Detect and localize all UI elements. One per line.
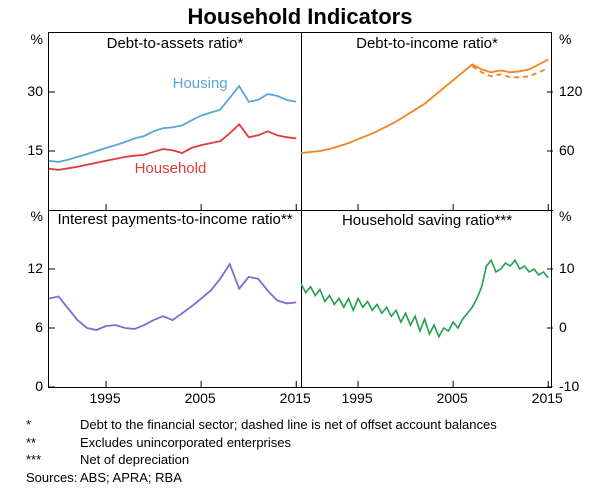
series-interest	[49, 264, 296, 330]
sources-label: Sources:	[20, 469, 80, 487]
y-axis-label: 120	[559, 83, 599, 99]
series-label-household: Household	[135, 160, 207, 177]
y-axis-label: 30	[3, 83, 43, 99]
footnote-mark: **	[20, 434, 80, 452]
footnote-text: Net of depreciation	[80, 451, 189, 469]
y-axis-label: %	[3, 208, 43, 224]
footnote-row: *Debt to the financial sector; dashed li…	[20, 416, 580, 434]
footnote-row: ***Net of depreciation	[20, 451, 580, 469]
y-axis-label: 60	[559, 142, 599, 158]
footnote-text: Excludes unincorporated enterprises	[80, 434, 291, 452]
x-tick-label: 2015	[532, 390, 563, 406]
y-axis-label: 15	[3, 142, 43, 158]
y-axis-label: 0	[559, 319, 599, 335]
y-axis-label: %	[559, 31, 599, 47]
series-label-housing: Housing	[173, 75, 228, 92]
panel-debt-to-assets: Debt-to-assets ratio*	[49, 33, 302, 211]
household-indicators-chart: Household Indicators Debt-to-assets rati…	[0, 0, 600, 486]
y-axis-label: 0	[3, 378, 43, 394]
x-tick-label: 1995	[341, 390, 372, 406]
sources-row: Sources: ABS; APRA; RBA	[20, 469, 580, 487]
footnote-text: Debt to the financial sector; dashed lin…	[80, 416, 497, 434]
x-axis-labels: 199520052015199520052015	[48, 390, 552, 408]
y-axis-label: 12	[3, 260, 43, 276]
panels-grid: Debt-to-assets ratio* Debt-to-income rat…	[48, 32, 552, 388]
x-tick-label: 1995	[89, 390, 120, 406]
panel-saving-ratio: Household saving ratio***	[301, 210, 553, 387]
footnote-row: **Excludes unincorporated enterprises	[20, 434, 580, 452]
y-axis-label: -10	[559, 378, 599, 394]
y-axis-label: %	[559, 208, 599, 224]
y-axis-label: %	[3, 31, 43, 47]
panel-interest-payments: Interest payments-to-income ratio**	[49, 210, 302, 387]
y-axis-label: 6	[3, 319, 43, 335]
chart-footnotes: *Debt to the financial sector; dashed li…	[20, 416, 580, 486]
x-tick-label: 2005	[185, 390, 216, 406]
sources-text: ABS; APRA; RBA	[80, 469, 182, 487]
footnote-mark: *	[20, 416, 80, 434]
x-tick-label: 2005	[437, 390, 468, 406]
footnote-mark: ***	[20, 451, 80, 469]
series-debt_income	[301, 60, 548, 153]
series-saving	[301, 260, 548, 337]
x-tick-label: 2015	[280, 390, 311, 406]
panel-debt-to-income: Debt-to-income ratio*	[301, 33, 553, 211]
y-axis-label: 10	[559, 260, 599, 276]
chart-title: Household Indicators	[0, 0, 600, 32]
